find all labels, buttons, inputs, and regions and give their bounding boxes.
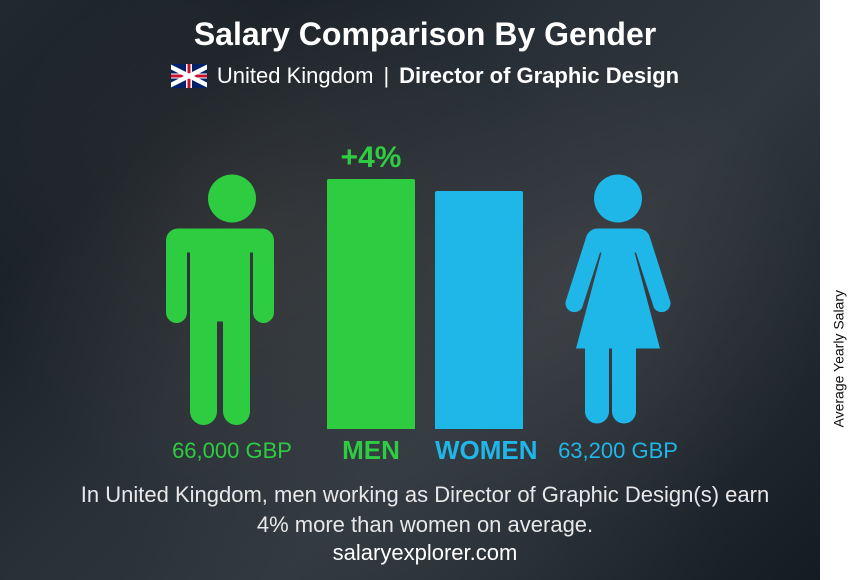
labels-row: 66,000 GBP MEN WOMEN 63,200 GBP [75, 435, 775, 466]
women-salary: 63,200 GBP [543, 438, 693, 464]
country-label: United Kingdom [217, 63, 374, 89]
uk-flag-icon [171, 64, 207, 88]
difference-label: +4% [341, 141, 402, 175]
men-icon-column [157, 109, 307, 429]
footer-source: salaryexplorer.com [0, 540, 850, 566]
men-bar-column: +4% [327, 109, 415, 429]
women-bar-column [435, 109, 523, 429]
job-title-label: Director of Graphic Design [399, 63, 679, 89]
page-title: Salary Comparison By Gender [194, 16, 656, 53]
subtitle-row: United Kingdom | Director of Graphic Des… [171, 63, 679, 89]
summary-text: In United Kingdom, men working as Direct… [65, 480, 785, 539]
men-salary: 66,000 GBP [157, 438, 307, 464]
men-label: MEN [327, 435, 415, 466]
divider: | [383, 63, 389, 89]
man-icon [157, 169, 307, 429]
women-icon-column [543, 109, 693, 429]
woman-icon [543, 169, 693, 429]
women-label: WOMEN [435, 435, 523, 466]
men-bar [327, 179, 415, 429]
content-container: Salary Comparison By Gender United Kingd… [0, 0, 850, 580]
women-bar [435, 191, 523, 429]
chart-area: +4% [75, 109, 775, 429]
